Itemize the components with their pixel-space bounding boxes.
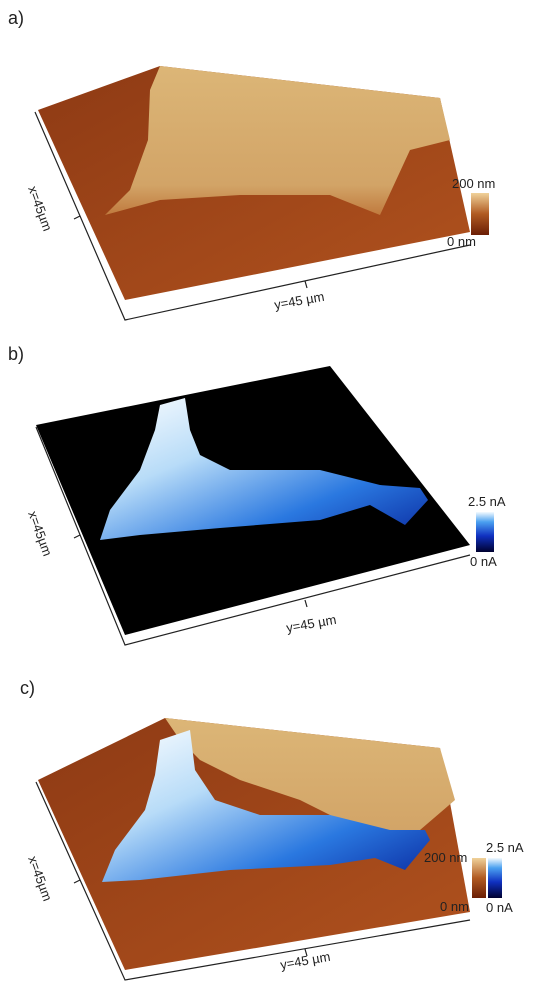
colorbar-max: 200 nm (424, 850, 467, 865)
colorbar-min: 0 nA (486, 900, 513, 915)
colorbar (471, 193, 489, 235)
colorbar (476, 512, 494, 552)
panel-a: a) x=45µm y=45 µm 200 nm 0 nm (8, 8, 495, 320)
tick (74, 880, 80, 883)
panel-label: a) (8, 8, 24, 28)
tick (74, 216, 80, 219)
colorbar (472, 858, 486, 898)
panel-label: b) (8, 344, 24, 364)
colorbar-min: 0 nA (470, 554, 497, 569)
colorbar-min: 0 nm (447, 234, 476, 249)
colorbar-max: 2.5 nA (468, 494, 506, 509)
colorbar (488, 858, 502, 898)
colorbar-max: 200 nm (452, 176, 495, 191)
y-axis-label: y=45 µm (285, 612, 337, 636)
x-axis-label: x=45µm (25, 184, 55, 233)
tick (305, 600, 307, 607)
figure: a) x=45µm y=45 µm 200 nm 0 nm b) x=45µm … (0, 0, 534, 983)
colorbar-min: 0 nm (440, 899, 469, 914)
x-axis-label: x=45µm (25, 509, 55, 558)
x-axis-label: x=45µm (25, 854, 55, 903)
tick (74, 535, 80, 538)
panel-b: b) x=45µm y=45 µm 2.5 nA 0 nA (8, 344, 506, 645)
tick (305, 281, 307, 288)
panel-c: c) x=45µm y=45 µm 200 nm 0 nm 2.5 nA 0 n… (20, 678, 524, 980)
y-axis-label: y=45 µm (273, 289, 325, 313)
panel-label: c) (20, 678, 35, 698)
colorbar-max: 2.5 nA (486, 840, 524, 855)
